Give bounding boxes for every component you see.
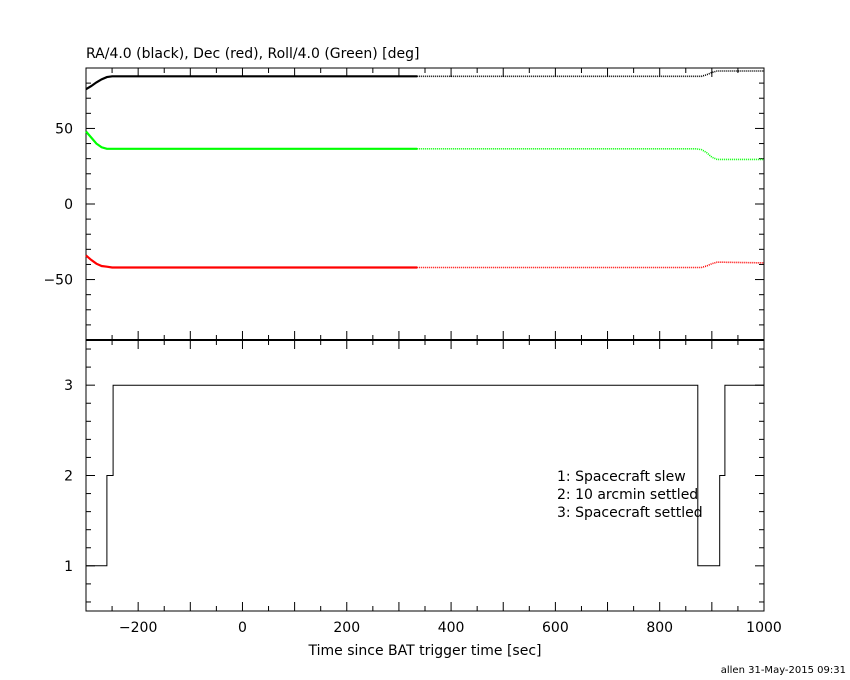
series-line-settling-status (86, 384, 764, 567)
lower-x-axis: −200 0 200 400 600 800 1000 (85, 340, 782, 636)
y-tick-label: 2 (64, 469, 73, 485)
lower-y-axis: 1 2 3 (64, 348, 764, 603)
x-axis-label: Time since BAT trigger time [sec] (308, 643, 542, 659)
series-line-roll-4-0 (85, 130, 418, 150)
series-line-dec-sparse (417, 261, 765, 269)
y-tick-label: 0 (64, 197, 73, 213)
series-line-ra-4-0-sparse (417, 70, 764, 78)
x-tick-label: −200 (119, 620, 157, 636)
series-line-ra-4-0 (85, 75, 418, 91)
legend-item-3: 3: Spacecraft settled (557, 505, 703, 521)
series-line-roll-4-0-sparse (417, 148, 764, 161)
series-line-dec (85, 254, 418, 269)
legend: 1: Spacecraft slew 2: 10 arcmin settled … (557, 469, 703, 521)
upper-x-axis (85, 68, 765, 340)
y-tick-label: −50 (43, 273, 73, 289)
x-tick-label: 600 (542, 620, 569, 636)
y-tick-label: 50 (55, 121, 73, 137)
x-tick-label: 400 (438, 620, 465, 636)
upper-panel-frame (85, 67, 765, 341)
lower-series-group (86, 384, 764, 567)
upper-panel-title: RA/4.0 (black), Dec (red), Roll/4.0 (Gre… (86, 46, 419, 62)
upper-y-axis: −50 0 50 (43, 67, 764, 341)
x-tick-label: 800 (646, 620, 673, 636)
y-tick-label: 3 (64, 378, 73, 394)
footer-credit: allen 31-May-2015 09:31 (721, 665, 846, 676)
upper-series-group (85, 70, 765, 269)
x-tick-label: 1000 (746, 620, 782, 636)
legend-item-1: 1: Spacecraft slew (557, 469, 686, 485)
legend-item-2: 2: 10 arcmin settled (557, 487, 698, 503)
y-tick-label: 1 (64, 559, 73, 575)
x-tick-label: 200 (333, 620, 360, 636)
x-tick-label: 0 (238, 620, 247, 636)
